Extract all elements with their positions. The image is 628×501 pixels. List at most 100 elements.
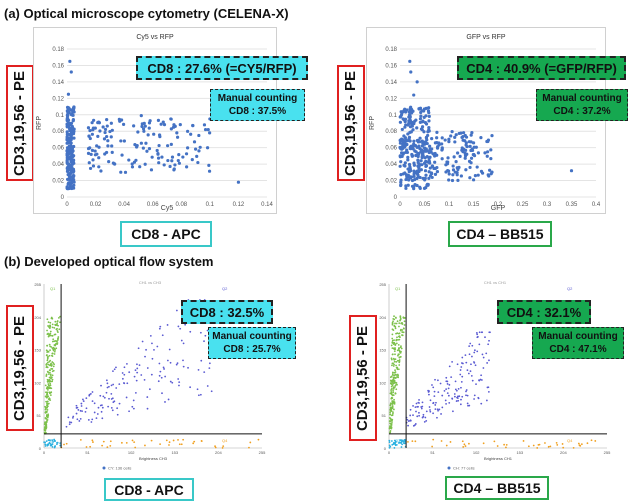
data-point [180, 339, 183, 342]
data-point [475, 165, 479, 169]
data-point [108, 129, 112, 134]
y-axis-marker-label: CD3,19,56 - PE [6, 65, 34, 181]
data-point [177, 438, 179, 441]
data-point [72, 183, 76, 187]
data-point [196, 388, 199, 391]
data-point [486, 139, 490, 144]
data-point [46, 380, 49, 383]
data-point [172, 439, 175, 442]
data-point [130, 162, 134, 166]
data-point [425, 183, 429, 187]
data-point [433, 395, 436, 398]
data-point [391, 405, 394, 408]
data-point [406, 155, 410, 159]
data-point [128, 410, 130, 413]
data-point [50, 316, 53, 319]
data-point [418, 175, 422, 180]
data-point [392, 362, 394, 365]
data-point [44, 429, 46, 431]
data-point [47, 398, 50, 401]
x-tick-label: 0 [43, 450, 46, 455]
data-point [427, 119, 431, 123]
data-point [85, 446, 88, 448]
data-point [468, 353, 471, 356]
data-point [65, 442, 68, 445]
data-point [52, 441, 54, 443]
data-point [393, 379, 396, 382]
data-point [488, 359, 490, 362]
data-point [196, 160, 200, 165]
data-point [398, 120, 402, 124]
data-point [435, 170, 440, 174]
data-point [177, 325, 180, 328]
data-point [146, 396, 149, 398]
data-point [467, 372, 470, 375]
data-point [410, 154, 414, 158]
data-point [44, 395, 47, 398]
data-point [44, 384, 47, 387]
data-point [440, 142, 444, 146]
data-point [394, 358, 397, 361]
data-point [464, 143, 468, 147]
data-point [577, 442, 580, 445]
y-tick-label: 0 [39, 446, 42, 451]
data-point [460, 380, 463, 383]
data-point [461, 375, 464, 378]
data-point [56, 330, 59, 332]
x-tick-label: 0 [65, 202, 69, 208]
data-point [418, 136, 422, 140]
data-point [47, 373, 50, 375]
data-point [50, 444, 52, 447]
data-point [71, 416, 74, 419]
data-point [408, 165, 412, 169]
data-point [69, 171, 73, 175]
data-point [99, 404, 102, 407]
data-point [71, 117, 75, 122]
data-point [394, 369, 396, 372]
data-point [475, 332, 478, 334]
data-point [67, 140, 71, 145]
data-point [455, 400, 458, 402]
data-point [197, 133, 201, 138]
data-point [482, 367, 485, 369]
data-point [469, 370, 472, 373]
data-point [257, 438, 260, 441]
data-point [391, 353, 394, 356]
data-point [106, 446, 109, 449]
data-point [407, 424, 409, 427]
data-point [461, 131, 466, 135]
data-point [392, 377, 395, 380]
data-point [455, 389, 458, 392]
data-point [476, 350, 479, 353]
data-point [406, 139, 410, 143]
data-point [158, 327, 161, 330]
data-point [91, 164, 96, 168]
data-point [562, 446, 565, 449]
data-point [399, 160, 403, 164]
data-point [414, 118, 418, 122]
data-point [425, 149, 429, 153]
data-point [50, 391, 52, 394]
data-point [428, 144, 432, 148]
data-point [132, 160, 137, 164]
data-point [401, 329, 404, 331]
data-point [427, 106, 431, 110]
data-point [148, 119, 152, 123]
data-point [414, 150, 418, 154]
data-point [392, 329, 395, 331]
manual-counting-title: Manual counting [542, 93, 622, 104]
data-point [105, 391, 108, 394]
data-point [95, 144, 99, 148]
data-point [72, 186, 76, 190]
manual-counting-value: CD8 : 25.7% [223, 344, 281, 355]
data-point [49, 387, 51, 390]
data-point [53, 350, 56, 353]
data-point [481, 353, 484, 356]
data-point [424, 164, 428, 169]
data-point [391, 347, 394, 350]
data-point [414, 423, 417, 425]
data-point [479, 136, 483, 140]
data-point [424, 136, 428, 140]
data-point [415, 183, 419, 188]
data-point [396, 336, 398, 339]
